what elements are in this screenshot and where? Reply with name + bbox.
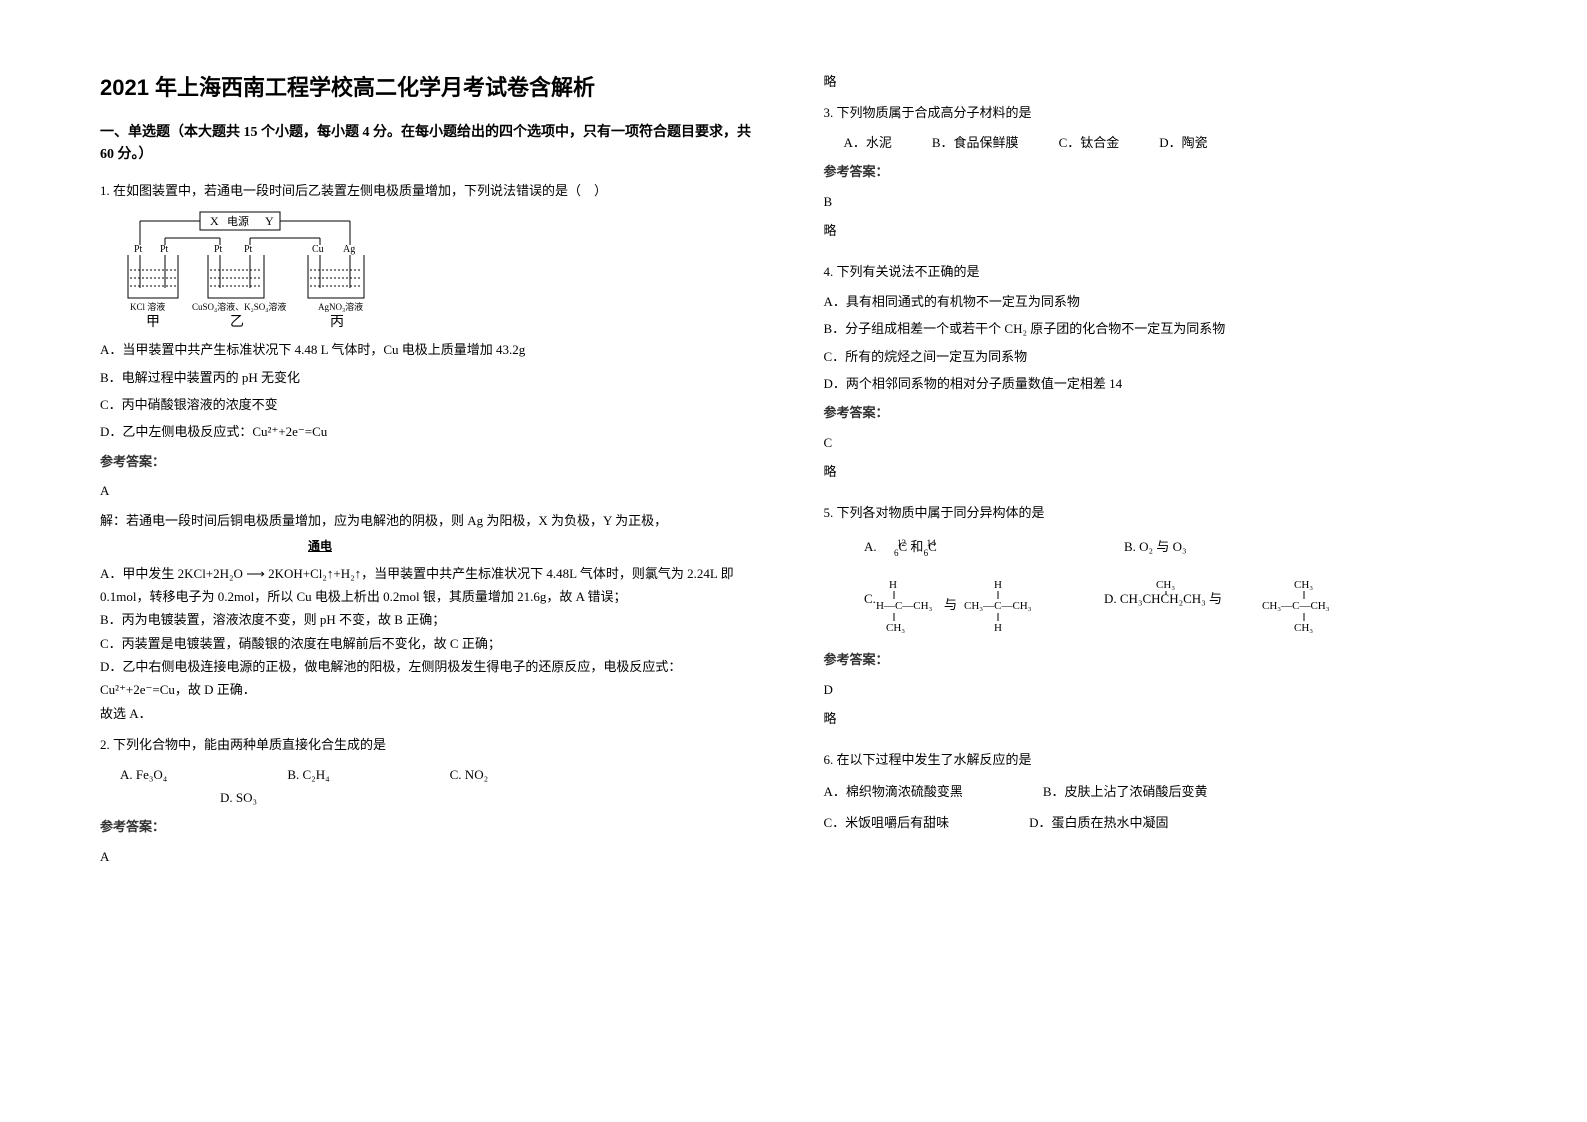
- q4-option-d: D．两个相邻同系物的相对分子质量数值一定相差 14: [824, 372, 1488, 395]
- svg-text:A.: A.: [864, 539, 877, 554]
- q3-option-c: C．钛合金: [1059, 131, 1120, 154]
- svg-text:乙: 乙: [230, 314, 244, 330]
- q5-answer: D: [824, 678, 1488, 701]
- q2-note-cont: 略: [824, 70, 1488, 93]
- q3-answer: B: [824, 190, 1488, 213]
- isomer-options-svg: A. 126C 和 146C B. O₂ 与 O₃ C. H H—C—CH₃ C…: [864, 533, 1344, 633]
- sol-3-label: AgNO₃溶液: [318, 301, 363, 312]
- sol-2-label: CuSO₄溶液、K₂SO₄溶液: [192, 301, 286, 312]
- q4-note: 略: [824, 460, 1488, 483]
- q6-option-c: C．米饭咀嚼后有甜味: [824, 811, 950, 834]
- q4-stem: 4. 下列有关说法不正确的是: [824, 260, 1488, 283]
- q1-explain-intro: 解：若通电一段时间后铜电极质量增加，应为电解池的阴极，则 Ag 为阳极，X 为负…: [100, 509, 764, 532]
- svg-text:CH₃: CH₃: [886, 622, 905, 633]
- q1-stem: 1. 在如图装置中，若通电一段时间后乙装置左侧电极质量增加，下列说法错误的是（ …: [100, 179, 764, 202]
- q5-stem: 5. 下列各对物质中属于同分异构体的是: [824, 501, 1488, 524]
- q4-option-b: B．分子组成相差一个或若干个 CH₂ 原子团的化合物不一定互为同系物: [824, 317, 1488, 340]
- svg-text:B. O₂ 与 O₃: B. O₂ 与 O₃: [1124, 539, 1187, 554]
- q6-option-d: D．蛋白质在热水中凝固: [1029, 811, 1168, 834]
- right-column: 略 3. 下列物质属于合成高分子材料的是 A．水泥 B．食品保鲜膜 C．钛合金 …: [824, 70, 1488, 1052]
- question-5: 5. 下列各对物质中属于同分异构体的是 A. 126C 和 146C B. O₂…: [824, 501, 1488, 740]
- svg-text:Ag: Ag: [343, 244, 355, 255]
- q4-answer: C: [824, 431, 1488, 454]
- svg-text:H: H: [889, 579, 897, 591]
- svg-text:与: 与: [944, 597, 957, 612]
- q4-option-a: A．具有相同通式的有机物不一定互为同系物: [824, 290, 1488, 313]
- svg-text:Pt: Pt: [160, 244, 169, 255]
- q1-option-d: D．乙中左侧电极反应式：Cu²⁺+2e⁻=Cu: [100, 420, 764, 443]
- q1-explain-d: D．乙中右侧电极连接电源的正极，做电解池的阳极，左侧阴极发生得电子的还原反应，电…: [100, 655, 764, 702]
- svg-text:H—C—CH₃: H—C—CH₃: [876, 600, 933, 612]
- document-title: 2021 年上海西南工程学校高二化学月考试卷含解析: [100, 70, 764, 102]
- q2-stem: 2. 下列化合物中，能由两种单质直接化合生成的是: [100, 733, 764, 756]
- svg-text:X: X: [210, 214, 219, 228]
- svg-text:Pt: Pt: [134, 244, 143, 255]
- svg-text:Y: Y: [265, 214, 274, 228]
- svg-text:126C 和 146C: 126C 和 146C: [894, 538, 937, 558]
- svg-text:Pt: Pt: [214, 244, 223, 255]
- q2-option-a: A. Fe₃O₄: [120, 763, 167, 786]
- q3-stem: 3. 下列物质属于合成高分子材料的是: [824, 101, 1488, 124]
- question-1: 1. 在如图装置中，若通电一段时间后乙装置左侧电极质量增加，下列说法错误的是（ …: [100, 179, 764, 725]
- svg-text:Pt: Pt: [244, 244, 253, 255]
- q1-explain-b: B．丙为电镀装置，溶液浓度不变，则 pH 不变，故 B 正确；: [100, 608, 764, 631]
- svg-text:CH₃—C—CH₃: CH₃—C—CH₃: [964, 600, 1032, 612]
- svg-text:电源: 电源: [227, 214, 249, 228]
- electrolysis-diagram: X 电源 Y Pt Pt Pt Pt Cu Ag: [120, 210, 380, 330]
- svg-text:CH₃: CH₃: [1156, 579, 1175, 591]
- q2-option-d: D. SO₃: [100, 786, 764, 809]
- svg-text:CH₃—C—CH₃: CH₃—C—CH₃: [1262, 600, 1330, 612]
- q1-answer-label: 参考答案：: [100, 450, 764, 473]
- question-4: 4. 下列有关说法不正确的是 A．具有相同通式的有机物不一定互为同系物 B．分子…: [824, 260, 1488, 493]
- q5-answer-label: 参考答案：: [824, 648, 1488, 671]
- q3-option-b: B．食品保鲜膜: [932, 131, 1019, 154]
- q1-diagram: X 电源 Y Pt Pt Pt Pt Cu Ag: [120, 210, 764, 330]
- q6-option-b: B．皮肤上沾了浓硝酸后变黄: [1043, 780, 1208, 803]
- q1-answer: A: [100, 479, 764, 502]
- svg-text:CH₃: CH₃: [1294, 622, 1313, 633]
- q3-note: 略: [824, 219, 1488, 242]
- q3-answer-label: 参考答案：: [824, 160, 1488, 183]
- question-3: 3. 下列物质属于合成高分子材料的是 A．水泥 B．食品保鲜膜 C．钛合金 D．…: [824, 101, 1488, 252]
- sol-1-label: KCl 溶液: [130, 301, 165, 312]
- q1-option-c: C．丙中硝酸银溶液的浓度不变: [100, 393, 764, 416]
- left-column: 2021 年上海西南工程学校高二化学月考试卷含解析 一、单选题（本大题共 15 …: [100, 70, 764, 1052]
- svg-text:C.: C.: [864, 591, 876, 606]
- svg-text:D. CH₃CHCH₂CH₃ 与: D. CH₃CHCH₂CH₃ 与: [1104, 591, 1222, 606]
- q2-answer-label: 参考答案：: [100, 815, 764, 838]
- q1-explain-final: 故选 A．: [100, 702, 764, 725]
- section-1-header: 一、单选题（本大题共 15 个小题，每小题 4 分。在每小题给出的四个选项中，只…: [100, 122, 764, 167]
- svg-text:H: H: [994, 622, 1002, 633]
- q6-stem: 6. 在以下过程中发生了水解反应的是: [824, 748, 1488, 771]
- svg-text:CH₃: CH₃: [1294, 579, 1313, 591]
- q5-options-diagram: A. 126C 和 146C B. O₂ 与 O₃ C. H H—C—CH₃ C…: [864, 533, 1488, 640]
- q1-explain-a: A．甲中发生 2KCl+2H₂O ⟶ 2KOH+Cl₂↑+H₂↑，当甲装置中共产…: [100, 562, 764, 609]
- q2-answer: A: [100, 845, 764, 868]
- q3-option-d: D．陶瓷: [1159, 131, 1207, 154]
- svg-text:丙: 丙: [330, 315, 344, 330]
- question-6: 6. 在以下过程中发生了水解反应的是 A．棉织物滴浓硫酸变黑 B．皮肤上沾了浓硝…: [824, 748, 1488, 842]
- question-2: 2. 下列化合物中，能由两种单质直接化合生成的是 A. Fe₃O₄ B. C₂H…: [100, 733, 764, 874]
- q6-option-a: A．棉织物滴浓硫酸变黑: [824, 780, 963, 803]
- q4-answer-label: 参考答案：: [824, 401, 1488, 424]
- q2-option-b: B. C₂H₄: [287, 763, 329, 786]
- svg-text:Cu: Cu: [312, 244, 324, 255]
- svg-text:甲: 甲: [146, 315, 160, 330]
- q1-tongdian: 通电: [220, 536, 420, 558]
- q3-option-a: A．水泥: [844, 131, 892, 154]
- q2-option-c: C. NO₂: [450, 763, 488, 786]
- q1-option-a: A．当甲装置中共产生标准状况下 4.48 L 气体时，Cu 电极上质量增加 43…: [100, 338, 764, 361]
- svg-text:H: H: [994, 579, 1002, 591]
- q5-note: 略: [824, 707, 1488, 730]
- q1-explain-c: C．丙装置是电镀装置，硝酸银的浓度在电解前后不变化，故 C 正确；: [100, 632, 764, 655]
- q4-option-c: C．所有的烷烃之间一定互为同系物: [824, 345, 1488, 368]
- q1-option-b: B．电解过程中装置丙的 pH 无变化: [100, 366, 764, 389]
